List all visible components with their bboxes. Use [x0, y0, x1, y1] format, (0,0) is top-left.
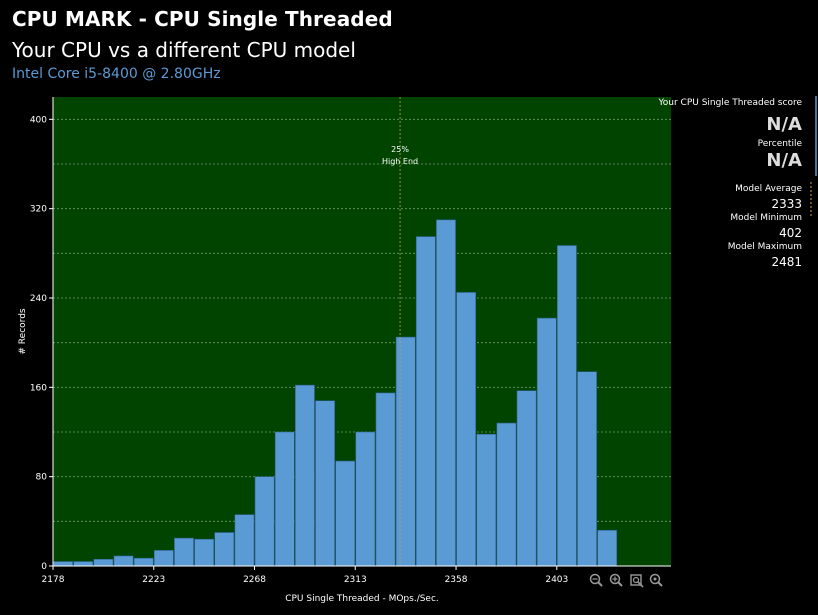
y-tick-label: 240: [30, 294, 47, 304]
histogram-bar: [315, 400, 335, 567]
magnifier-handle: [617, 581, 623, 587]
histogram-bar: [153, 550, 174, 567]
cpu-name: Intel Core i5-8400 @ 2.80GHz: [12, 66, 221, 82]
fit-handle: [637, 581, 644, 588]
reset-zoom-icon[interactable]: [649, 573, 663, 587]
histogram-bar: [93, 558, 114, 567]
y-axis-label: # Records: [18, 308, 28, 354]
x-tick-label: 2313: [344, 575, 367, 585]
chart-subtitle: Your CPU vs a different CPU model: [12, 38, 356, 62]
x-tick-label: 2268: [243, 575, 266, 585]
reset-dot: [653, 577, 657, 581]
x-tick-label: 2223: [142, 575, 165, 585]
histogram-bar: [194, 538, 215, 567]
fit-icon[interactable]: [630, 574, 644, 588]
magnifier-handle: [597, 581, 603, 587]
histogram-bar: [174, 537, 194, 567]
zoom-toolbar: [589, 573, 663, 588]
y-tick-label: 320: [30, 205, 47, 215]
fit-frame: [630, 574, 642, 586]
histogram-bar: [214, 532, 235, 567]
histogram-bar: [395, 336, 416, 567]
histogram-bar: [536, 317, 557, 567]
histogram-bar: [133, 557, 154, 567]
model-maximum-label: Model Maximum: [727, 242, 802, 252]
x-tick-label: 2403: [545, 575, 568, 585]
model-minimum-label: Model Minimum: [730, 213, 802, 223]
histogram-bar: [113, 555, 134, 567]
histogram-bar: [355, 431, 376, 567]
histogram-bar: [274, 431, 295, 567]
percentile-value: N/A: [766, 150, 802, 171]
histogram-bar: [375, 392, 396, 567]
y-tick-label: 80: [36, 473, 48, 483]
zoom-in-icon[interactable]: [609, 573, 623, 587]
histogram-bar: [234, 514, 255, 567]
magnifier-lens: [649, 573, 661, 585]
chart-title: CPU MARK - CPU Single Threaded: [12, 7, 393, 31]
axes: 0 80 160 240 320 400 2178 2223 2268 2313 2358 2403 C…: [18, 97, 671, 604]
fit-lens: [632, 576, 640, 584]
model-maximum-value: 2481: [771, 255, 802, 269]
y-tick-label: 160: [30, 383, 47, 393]
score-label: Your CPU Single Threaded score: [658, 98, 802, 108]
histogram-bar: [476, 433, 497, 567]
x-tick-label: 2358: [445, 575, 468, 585]
histogram-bar: [496, 422, 517, 567]
y-tick-label: 400: [30, 115, 47, 125]
histogram-bar: [335, 460, 356, 567]
model-minimum-value: 402: [779, 226, 802, 240]
histogram-bar: [456, 292, 476, 567]
magnifier-lens: [609, 573, 621, 585]
x-tick-label: 2178: [42, 575, 65, 585]
histogram-bar: [577, 371, 597, 567]
marker-label-text: High End: [382, 157, 418, 166]
model-average-value: 2333: [771, 197, 802, 211]
average-marker: 25% High End: [382, 97, 418, 566]
y-tick-label: 0: [41, 562, 47, 572]
histogram-bar: [597, 529, 618, 567]
histogram-bar: [436, 219, 456, 567]
score-value: N/A: [766, 114, 802, 135]
magnifier-lens: [589, 573, 601, 585]
model-average-label: Model Average: [735, 184, 802, 194]
histogram-bar: [295, 384, 315, 567]
histogram-bar: [516, 390, 537, 567]
zoom-out-icon[interactable]: [589, 573, 603, 587]
histogram-bar: [557, 245, 577, 567]
histogram-bar: [254, 476, 275, 567]
percentile-label: Percentile: [757, 139, 802, 149]
histogram-bar: [415, 236, 436, 567]
magnifier-handle: [657, 581, 663, 587]
histogram-bar: [73, 561, 94, 567]
bars: [53, 219, 618, 567]
x-axis-label: CPU Single Threaded - MOps./Sec.: [285, 594, 439, 604]
marker-label-percent: 25%: [391, 145, 409, 154]
histogram-bar: [53, 561, 73, 567]
